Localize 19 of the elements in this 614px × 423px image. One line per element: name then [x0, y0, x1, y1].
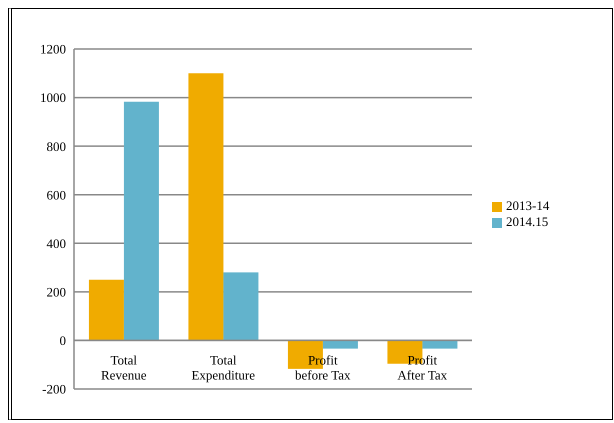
y-tick-label: 800 [46, 138, 66, 154]
y-tick-label: 0 [60, 333, 66, 348]
legend-label: 2014.15 [506, 214, 548, 229]
x-tick-label: Total Revenue [101, 352, 147, 383]
y-tick-label: 200 [46, 284, 66, 300]
bar [322, 340, 358, 349]
y-tick-label: 600 [46, 187, 66, 202]
bar [422, 340, 458, 349]
legend-label: 2013-14 [506, 198, 550, 213]
x-tick-label: Profit After Tax [397, 352, 448, 383]
bar [88, 280, 124, 340]
bar [223, 272, 258, 340]
y-tick-label: 1000 [40, 90, 66, 106]
bar [124, 102, 159, 340]
x-tick-label: Total Expenditure [191, 352, 256, 383]
y-tick-label: 400 [46, 236, 66, 251]
y-tick-label: 1200 [40, 42, 66, 57]
bar [188, 73, 224, 340]
y-tick-label: -200 [42, 382, 66, 397]
